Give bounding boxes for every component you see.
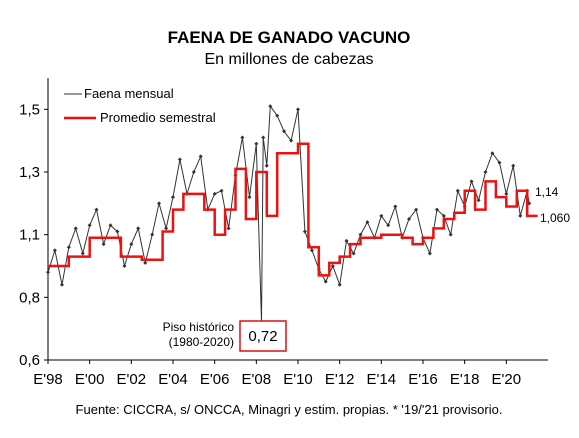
monthly-point <box>427 251 432 256</box>
monthly-point <box>80 251 85 256</box>
x-tick-label: E'18 <box>450 371 480 388</box>
monthly-point <box>115 229 120 234</box>
monthly-point <box>264 163 269 168</box>
monthly-point <box>365 220 370 225</box>
chart-subtitle: En millones de cabezas <box>205 51 374 68</box>
monthly-point <box>59 282 64 287</box>
monthly-point <box>497 160 502 165</box>
y-ticks: 0,6 0,8 1,1 1,3 1,5 <box>19 101 48 369</box>
x-tick-label: E'12 <box>325 371 355 388</box>
monthly-point <box>483 170 488 174</box>
monthly-point <box>289 138 294 143</box>
monthly-point <box>226 226 231 231</box>
monthly-point <box>240 135 245 140</box>
monthly-point <box>323 279 328 284</box>
monthly-point <box>261 135 266 140</box>
record-low-period: (1980-2020) <box>169 335 234 349</box>
monthly-point <box>136 226 141 231</box>
x-tick-label: E'08 <box>242 371 272 388</box>
monthly-point <box>518 213 523 218</box>
plot-area: 0,6 0,8 1,1 1,3 1,5 E'98 E'00 E'02 E'04 E'06 E'08… <box>19 78 548 388</box>
monthly-point <box>330 264 335 268</box>
monthly-point <box>469 179 474 184</box>
monthly-point <box>434 207 439 212</box>
monthly-point <box>122 264 127 268</box>
monthly-point <box>150 232 155 237</box>
monthly-point <box>309 248 314 253</box>
source-note: Fuente: CICCRA, s/ ONCCA, Minagri y esti… <box>76 402 503 417</box>
monthly-point <box>164 226 169 231</box>
monthly-point <box>504 191 509 196</box>
monthly-point <box>407 217 412 221</box>
monthly-point <box>282 129 287 134</box>
legend-label-monthly: Faena mensual <box>84 86 174 101</box>
monthly-point <box>219 188 224 193</box>
y-tick-label: 0,6 <box>19 352 40 369</box>
y-tick-label: 0,8 <box>19 289 40 306</box>
monthly-point <box>379 213 384 218</box>
monthly-point <box>275 113 280 118</box>
monthly-point <box>268 104 273 109</box>
monthly-point <box>157 201 162 206</box>
monthly-point <box>101 242 106 247</box>
monthly-point <box>441 213 446 218</box>
y-tick-label: 1,5 <box>19 101 40 118</box>
monthly-point <box>344 238 349 243</box>
x-tick-label: E'06 <box>200 371 230 388</box>
monthly-point <box>52 248 57 253</box>
y-tick-label: 1,1 <box>19 227 40 244</box>
y-tick-label: 1,3 <box>19 164 40 181</box>
monthly-point <box>351 251 356 256</box>
monthly-point <box>393 204 398 209</box>
legend-label-semestral: Promedio semestral <box>100 110 216 125</box>
monthly-point <box>129 242 134 247</box>
monthly-point <box>414 207 419 212</box>
x-ticks: E'98 E'00 E'02 E'04 E'06 E'08 E'10 E'12 E'14 E'16… <box>33 360 521 388</box>
x-tick-label: E'16 <box>408 371 438 388</box>
monthly-point <box>337 282 342 287</box>
series-layer <box>46 104 538 325</box>
x-tick-label: E'00 <box>75 371 105 388</box>
monthly-point <box>177 157 182 162</box>
last-monthly-label: 1,14 <box>535 185 559 199</box>
monthly-point <box>247 195 252 200</box>
x-tick-label: E'04 <box>158 371 188 388</box>
legend: Faena mensual Promedio semestral <box>64 86 216 125</box>
monthly-point <box>191 170 196 174</box>
monthly-point <box>455 188 460 193</box>
monthly-point <box>254 141 259 146</box>
monthly-point <box>198 154 203 159</box>
monthly-point <box>490 151 495 156</box>
monthly-point <box>358 232 363 237</box>
monthly-point <box>46 270 50 275</box>
chart-title: FAENA DE GANADO VACUNO <box>168 28 411 47</box>
x-tick-label: E'10 <box>283 371 313 388</box>
monthly-point <box>296 107 300 112</box>
x-tick-label: E'20 <box>492 371 522 388</box>
record-low-value: 0,72 <box>248 328 277 345</box>
monthly-point <box>511 163 516 168</box>
last-semestral-label: 1,060 <box>540 211 570 225</box>
monthly-point <box>448 232 453 237</box>
record-low-annotation: Piso histórico (1980-2020) 0,72 <box>163 320 287 352</box>
monthly-point <box>73 226 78 231</box>
x-tick-label: E'02 <box>117 371 147 388</box>
series-line-monthly <box>47 104 530 323</box>
record-low-label: Piso histórico <box>163 320 235 334</box>
series-line-semestral <box>48 142 538 277</box>
monthly-point <box>87 223 92 228</box>
monthly-point <box>143 260 148 265</box>
monthly-point <box>386 223 391 228</box>
monthly-point <box>66 245 71 250</box>
monthly-point <box>476 198 481 203</box>
monthly-point <box>171 195 175 200</box>
monthly-point <box>302 229 307 234</box>
x-tick-label: E'98 <box>33 371 63 388</box>
monthly-point <box>212 191 217 196</box>
x-tick-label: E'14 <box>367 371 397 388</box>
monthly-point <box>108 223 113 228</box>
monthly-point <box>94 207 99 212</box>
record-low-box <box>239 320 287 352</box>
